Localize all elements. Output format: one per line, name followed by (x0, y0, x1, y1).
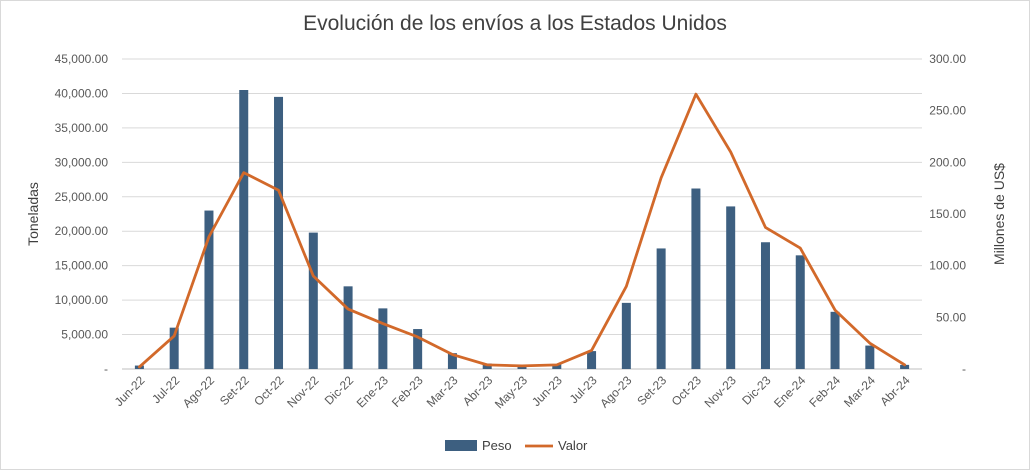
x-tick-label: Mar-24 (841, 373, 878, 410)
right-tick-label: 200.00 (929, 155, 966, 169)
x-tick-label: May-23 (492, 373, 530, 411)
bar (517, 366, 527, 369)
bar (552, 364, 562, 369)
bar (413, 329, 423, 369)
value-line (137, 92, 907, 369)
left-axis-title: Toneladas (25, 182, 41, 246)
bar (900, 364, 910, 369)
bar (830, 311, 840, 369)
right-tick-label: - (962, 362, 966, 376)
x-tick-label: Oct-23 (669, 373, 705, 409)
bar (795, 255, 805, 369)
bar (865, 345, 875, 369)
bar (308, 232, 318, 369)
x-tick-label: Set-22 (217, 373, 252, 408)
x-tick-label: Feb-24 (806, 373, 843, 410)
bar (760, 242, 770, 369)
left-tick-label: 45,000.00 (55, 52, 109, 66)
left-tick-label: 5,000.00 (61, 328, 108, 342)
bar (656, 248, 666, 369)
right-tick-label: 100.00 (929, 259, 966, 273)
x-tick-label: Jul-22 (149, 373, 182, 406)
bar (343, 286, 353, 369)
x-tick-label: Ene-24 (771, 373, 808, 410)
x-tick-label: Nov-22 (284, 373, 321, 410)
left-tick-label: 35,000.00 (55, 121, 109, 135)
x-tick-label: Mar-23 (424, 373, 461, 410)
x-tick-label: Jun-23 (529, 373, 565, 409)
chart-title: Evolución de los envíos a los Estados Un… (303, 12, 727, 35)
right-axis-title: Millones de US$ (991, 163, 1007, 265)
left-tick-label: 20,000.00 (55, 224, 109, 238)
bar (274, 96, 284, 369)
bar (587, 351, 597, 369)
left-axis-ticks: - 5,000.00 10,000.00 15,000.00 20,000.00 25,0… (55, 52, 109, 376)
bar (447, 353, 457, 369)
x-tick-label: Abr-23 (460, 373, 496, 409)
x-tick-label: Abr-24 (877, 373, 913, 409)
bar (691, 188, 701, 369)
x-tick-label: Feb-23 (389, 373, 426, 410)
x-tick-label: Ene-23 (354, 373, 391, 410)
right-tick-label: 150.00 (929, 207, 966, 221)
bar-series-peso (134, 90, 910, 369)
bar (621, 302, 631, 369)
x-tick-label: Ago-22 (180, 373, 217, 410)
bar (726, 206, 736, 369)
bar (204, 210, 214, 369)
legend-valor-label: Valor (558, 438, 588, 453)
right-tick-label: 300.00 (929, 52, 966, 66)
x-tick-label: Set-23 (634, 373, 669, 408)
x-tick-label: Dic-22 (322, 373, 357, 408)
right-tick-label: 250.00 (929, 104, 966, 118)
right-tick-label: 50.00 (936, 310, 966, 324)
bar (169, 327, 179, 369)
gridlines (122, 58, 922, 370)
left-tick-label: 10,000.00 (55, 293, 109, 307)
legend: Peso Valor (445, 438, 588, 453)
left-tick-label: - (104, 362, 108, 376)
x-tick-label: Ago-23 (597, 373, 634, 410)
line-series-valor (137, 92, 907, 369)
left-tick-label: 15,000.00 (55, 259, 109, 273)
x-tick-label: Jun-22 (112, 373, 148, 409)
x-tick-label: Dic-23 (739, 373, 774, 408)
legend-peso-swatch (445, 440, 477, 451)
right-axis-ticks: - 50.00 100.00 150.00 200.00 250.00 300.00 (929, 52, 966, 376)
x-tick-label: Nov-23 (702, 373, 739, 410)
left-tick-label: 25,000.00 (55, 190, 109, 204)
bar (378, 308, 388, 369)
x-tick-label: Jul-23 (567, 373, 600, 406)
left-tick-label: 30,000.00 (55, 155, 109, 169)
x-tick-label: Oct-22 (251, 373, 287, 409)
left-tick-label: 40,000.00 (55, 86, 109, 100)
bar (239, 90, 249, 369)
legend-peso-label: Peso (482, 438, 512, 453)
